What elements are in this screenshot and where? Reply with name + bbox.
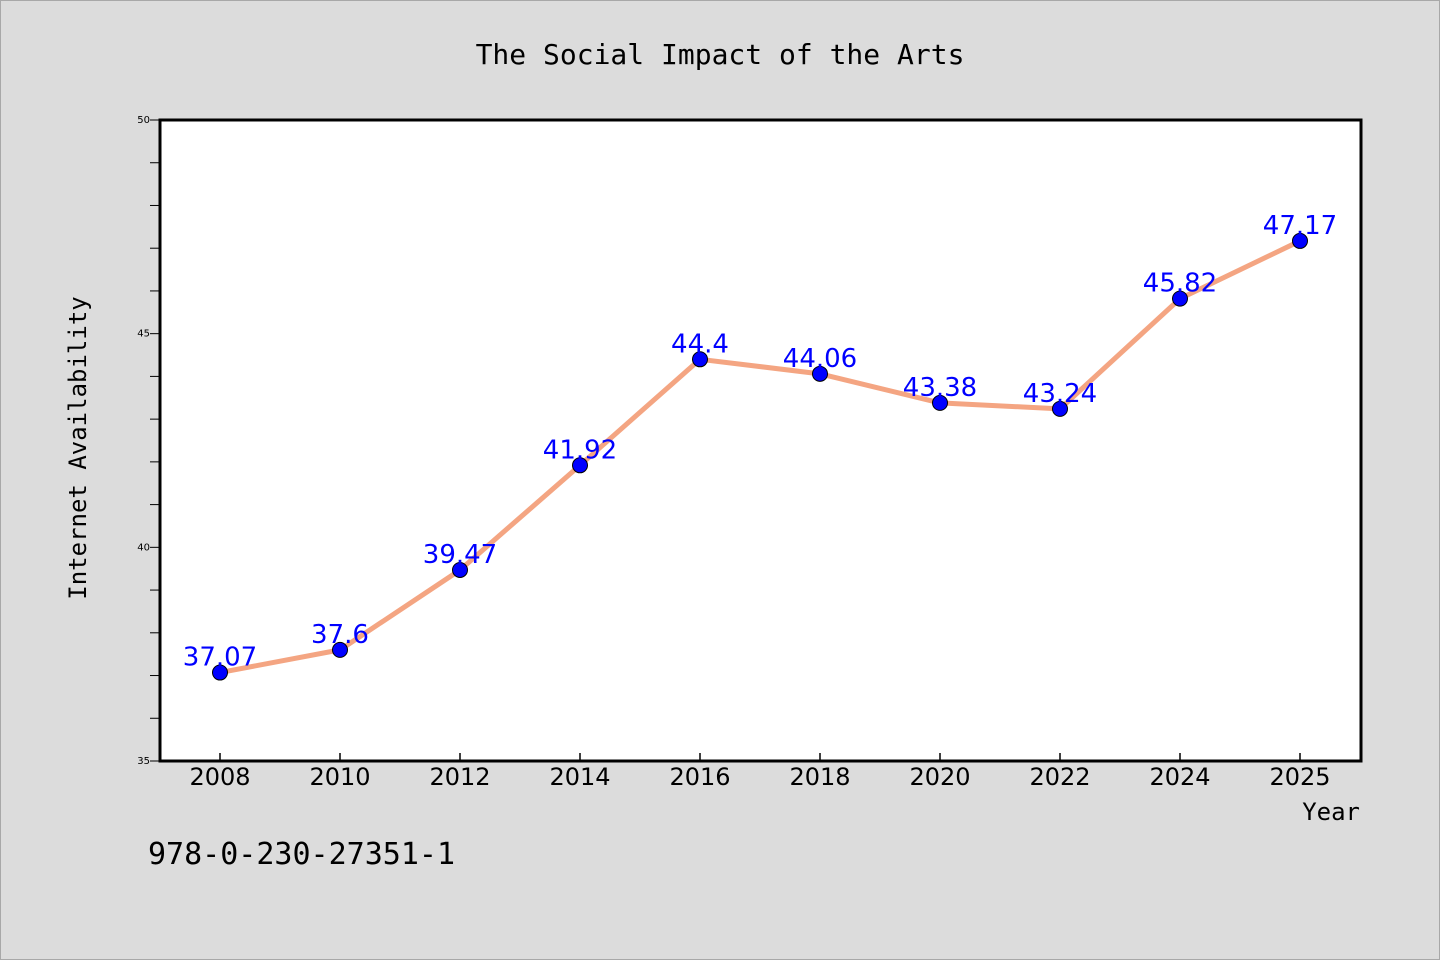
y-tick-label: 35 <box>137 756 150 767</box>
y-tick-label: 45 <box>137 329 150 340</box>
data-label: 39.47 <box>423 540 497 570</box>
series-markers <box>212 232 1308 681</box>
data-point <box>332 641 348 658</box>
y-tick-label: 40 <box>137 542 150 553</box>
x-tick-label: 2010 <box>309 763 370 791</box>
data-label: 43.38 <box>903 373 977 403</box>
x-tick-label: 2024 <box>1149 763 1210 791</box>
x-tick-label: 2012 <box>429 763 490 791</box>
x-tick-label: 2025 <box>1269 763 1330 791</box>
data-point <box>452 561 468 578</box>
data-label: 47.17 <box>1263 211 1337 241</box>
data-label: 44.06 <box>783 344 857 374</box>
plot-area <box>158 118 1363 763</box>
x-axis: 2008 2010 2012 2014 2016 2018 2020 2022 2024 2025 <box>189 753 1331 791</box>
x-tick-label: 2014 <box>549 763 610 791</box>
isbn-text: 978-0-230-27351-1 <box>148 837 455 872</box>
y-tick-label: 50 <box>137 115 150 126</box>
data-label: 44.4 <box>671 329 729 359</box>
x-axis-label: Year <box>1302 798 1360 826</box>
y-axis: 35 40 45 50 <box>137 115 160 767</box>
data-point <box>1172 290 1188 307</box>
data-label: 45.82 <box>1143 269 1217 299</box>
data-point <box>692 351 708 368</box>
data-point <box>212 664 228 681</box>
x-tick-label: 2016 <box>669 763 730 791</box>
data-point <box>1052 400 1068 417</box>
y-axis-label: Internet Availability <box>64 296 92 599</box>
data-labels: 37.07 37.6 39.47 41.92 44.4 44.06 43.38 43.24 45… <box>183 211 1337 673</box>
x-tick-label: 2020 <box>909 763 970 791</box>
data-point <box>812 365 828 382</box>
series-line <box>217 238 1303 676</box>
x-tick-label: 2018 <box>789 763 850 791</box>
data-point <box>932 394 948 411</box>
data-point <box>1292 232 1308 249</box>
data-label: 37.07 <box>183 643 257 673</box>
x-tick-label: 2008 <box>189 763 250 791</box>
chart-title: The Social Impact of the Arts <box>476 38 965 71</box>
data-label: 37.6 <box>311 620 369 650</box>
data-point <box>572 457 588 474</box>
data-label: 43.24 <box>1023 379 1097 409</box>
data-label: 41.92 <box>543 435 617 465</box>
x-tick-label: 2022 <box>1029 763 1090 791</box>
